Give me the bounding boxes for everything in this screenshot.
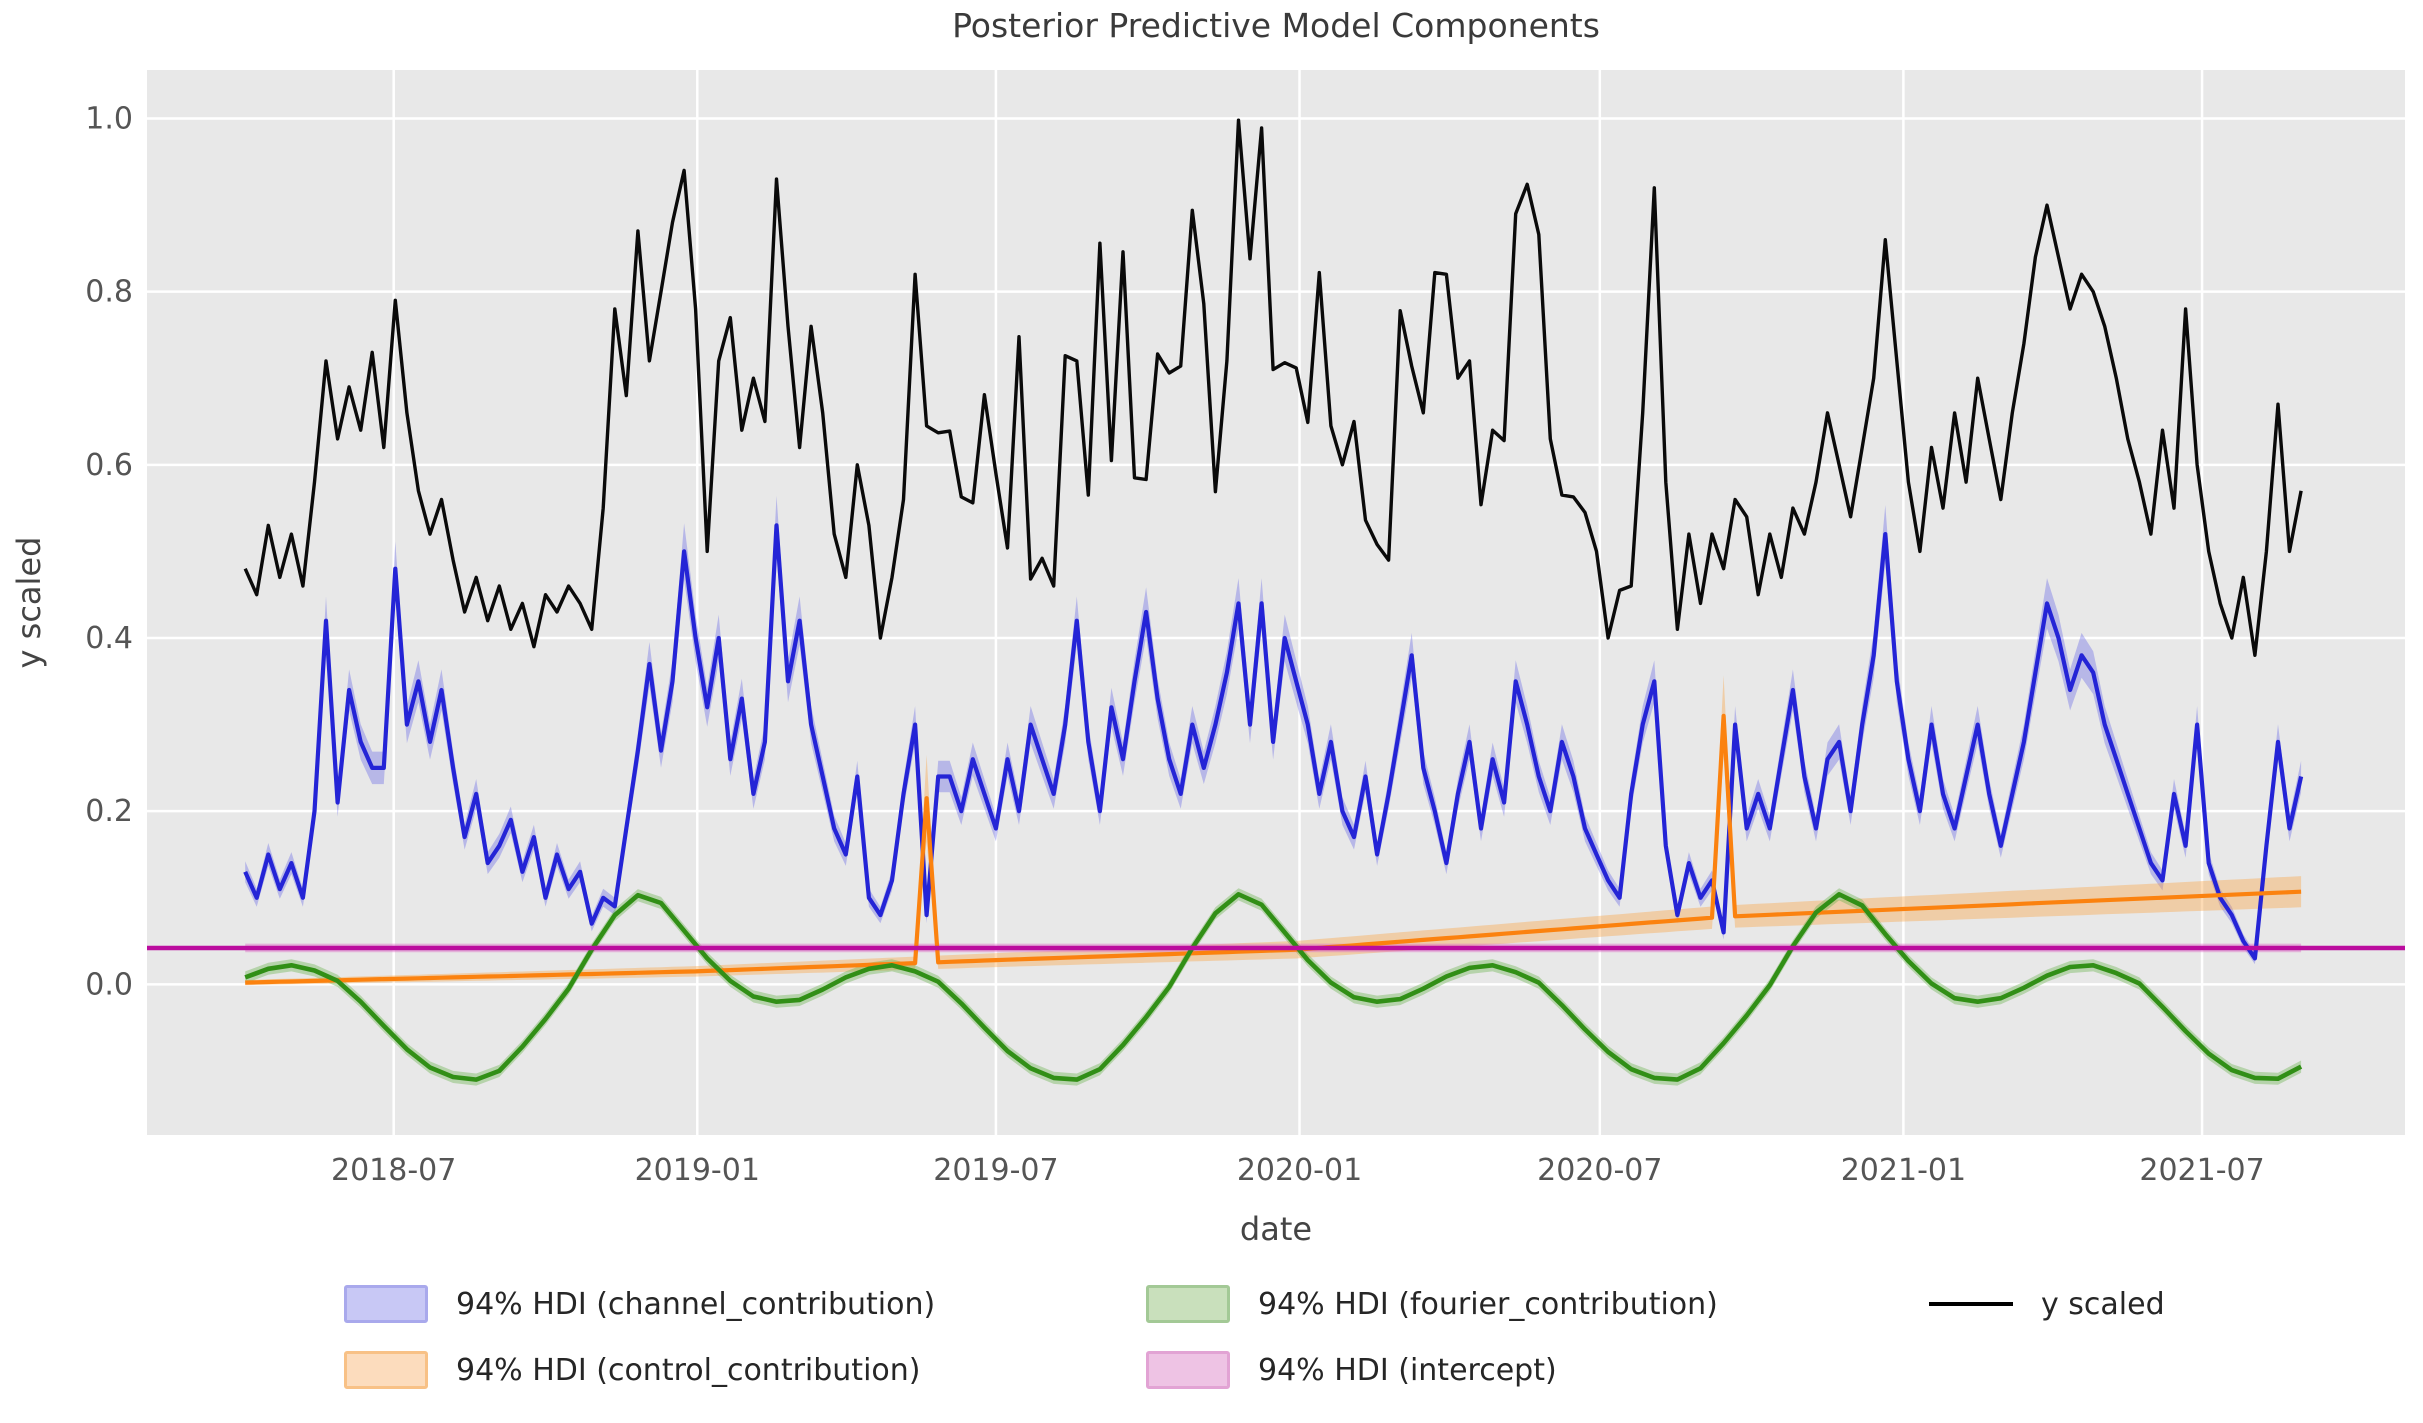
legend-label-intercept: 94% HDI (intercept) — [1258, 1352, 1557, 1388]
y-tick-label: 0.6 — [85, 448, 133, 483]
y-scaled-line-swatch — [1929, 1302, 2013, 1306]
legend-label-fourier: 94% HDI (fourier_contribution) — [1258, 1286, 1718, 1322]
control-hdi-swatch — [344, 1351, 428, 1389]
y-tick-label: 0.4 — [85, 621, 133, 656]
x-tick-label: 2019-01 — [635, 1153, 760, 1188]
x-tick-label: 2020-07 — [1537, 1153, 1662, 1188]
intercept-hdi-swatch — [1146, 1351, 1230, 1389]
chart-title: Posterior Predictive Model Components — [952, 6, 1600, 45]
x-tick-label: 2019-07 — [933, 1153, 1058, 1188]
legend-label-y-scaled: y scaled — [2041, 1286, 2165, 1322]
control-mean-line — [245, 713, 2302, 985]
legend-item-fourier: 94% HDI (fourier_contribution) — [1146, 1282, 1718, 1326]
y-axis-label: y scaled — [10, 537, 48, 669]
fourier-mean-line — [244, 892, 2303, 1082]
legend-item-intercept: 94% HDI (intercept) — [1146, 1348, 1557, 1392]
x-axis-label: date — [1240, 1210, 1312, 1248]
y-tick-label: 1.0 — [85, 101, 133, 136]
x-tick-label: 2021-01 — [1841, 1153, 1966, 1188]
x-tick-label: 2020-01 — [1237, 1153, 1362, 1188]
y-tick-label: 0.2 — [85, 794, 133, 829]
control-hdi-band — [245, 675, 2302, 986]
y-tick-label: 0.0 — [85, 967, 133, 1002]
y-scaled-line — [243, 118, 2303, 657]
legend-label-channel: 94% HDI (channel_contribution) — [456, 1286, 936, 1322]
x-tick-label: 2018-07 — [331, 1153, 456, 1188]
legend-item-channel: 94% HDI (channel_contribution) — [344, 1282, 935, 1326]
legend-item-y-scaled: y scaled — [1929, 1282, 2165, 1326]
y-tick-label: 0.8 — [85, 275, 133, 310]
channel-mean-line — [243, 523, 2304, 961]
x-tick-label: 2021-07 — [2139, 1153, 2264, 1188]
legend-label-control: 94% HDI (control_contribution) — [456, 1352, 921, 1388]
fourier-hdi-swatch — [1146, 1285, 1230, 1323]
channel-hdi-swatch — [344, 1285, 428, 1323]
legend-item-control: 94% HDI (control_contribution) — [344, 1348, 920, 1392]
